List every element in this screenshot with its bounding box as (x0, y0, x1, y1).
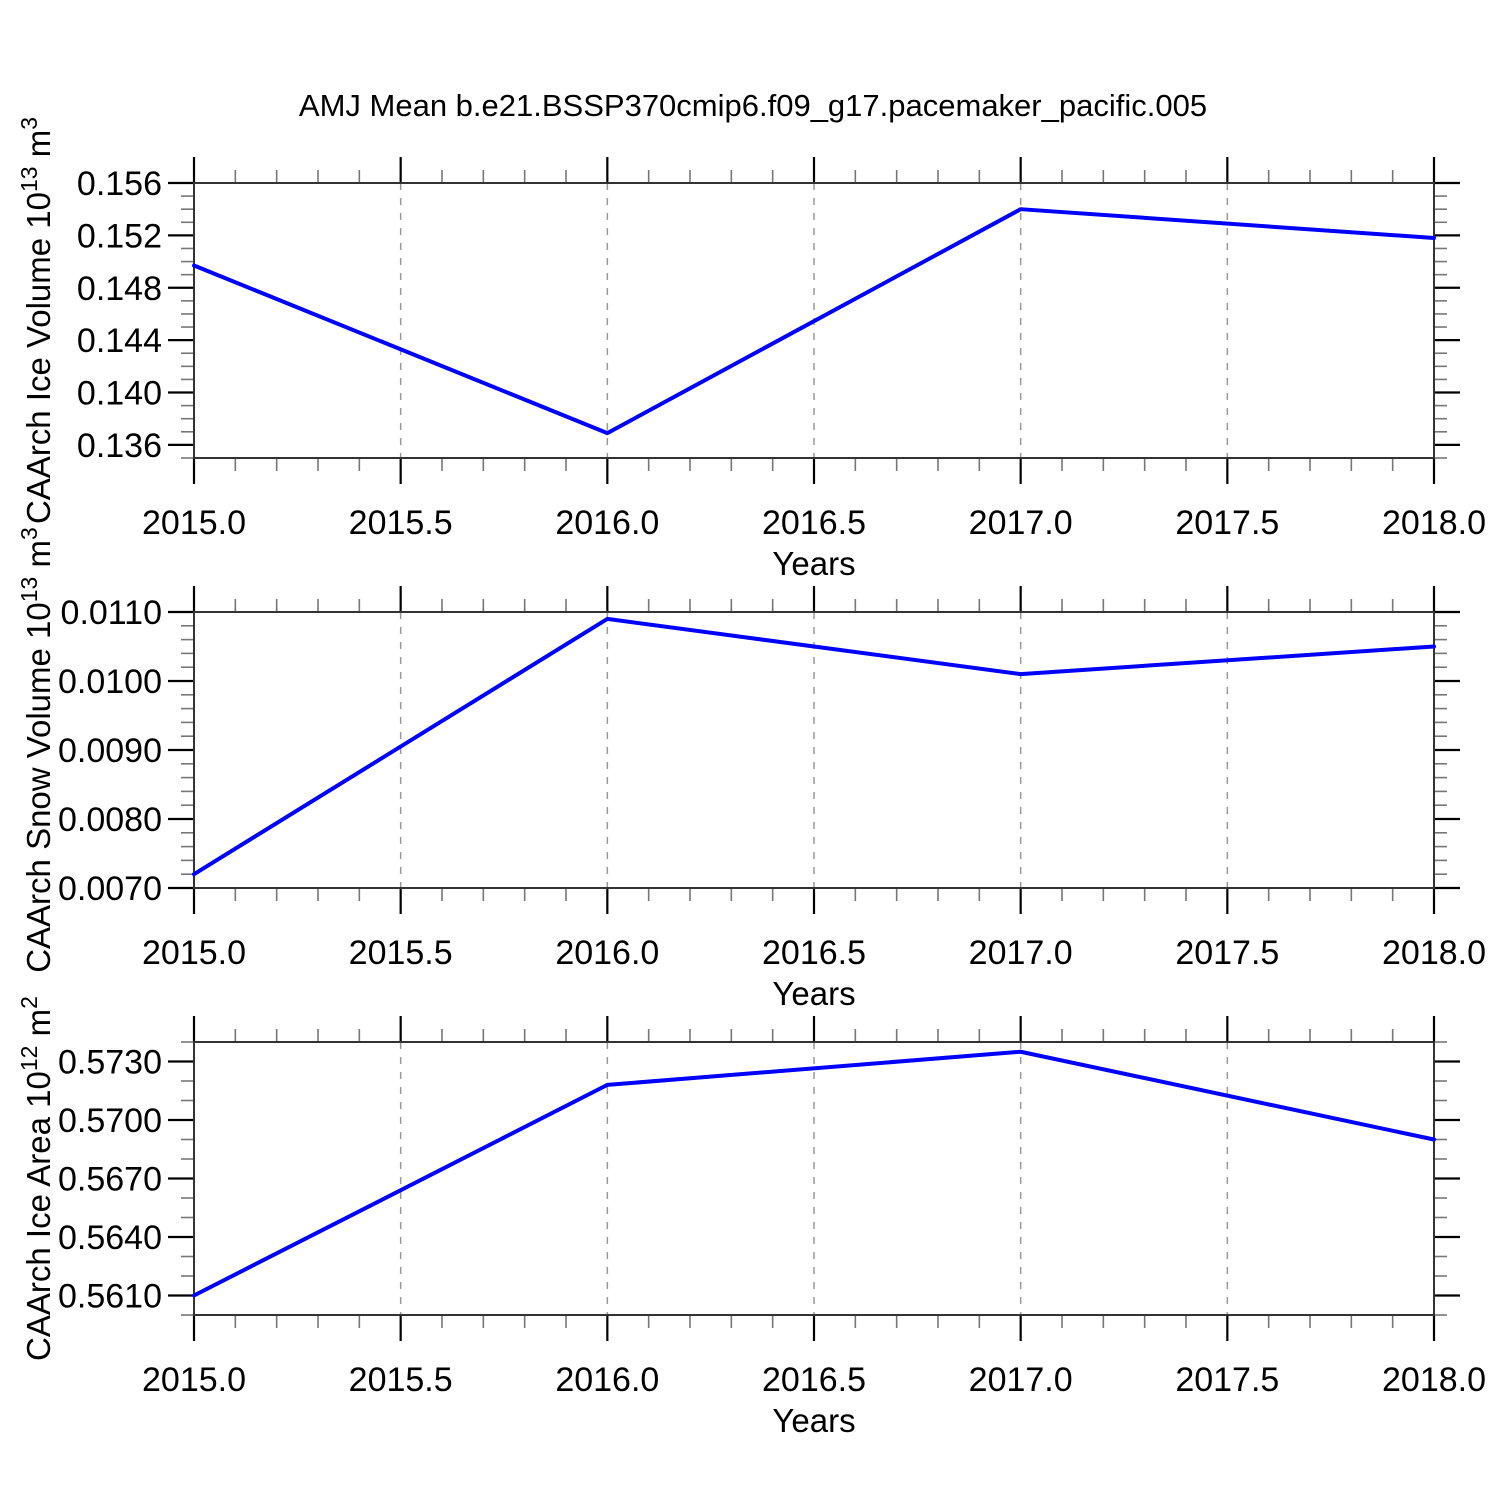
panel-1-x-tick-label: 2018.0 (1382, 504, 1486, 542)
panel-1-x-tick-label: 2017.5 (1175, 504, 1279, 542)
panel-1-y-tick-label: 0.152 (77, 217, 162, 255)
panel-2-y-tick-label: 0.0080 (58, 801, 162, 839)
panel-3-x-tick-label: 2015.0 (142, 1361, 246, 1399)
panel-2-x-tick-label: 2016.0 (555, 934, 659, 972)
panel-1-x-tick-label: 2015.0 (142, 504, 246, 542)
panel-3-x-axis-title: Years (772, 1402, 855, 1439)
panel-2-y-tick-label: 0.0110 (61, 594, 162, 632)
panel-3-x-tick-label: 2015.5 (349, 1361, 453, 1399)
panel-1-x-tick-label: 2016.0 (555, 504, 659, 542)
panel-3-x-tick-label: 2016.5 (762, 1361, 866, 1399)
panel-2-box (193, 611, 1435, 889)
panel-3-y-tick-label: 0.5670 (58, 1161, 162, 1199)
panel-1-x-tick-label: 2016.5 (762, 504, 866, 542)
panel-1-y-tick-label: 0.136 (77, 427, 162, 465)
panel-3-y-tick-label: 0.5610 (58, 1278, 162, 1316)
panel-2-x-tick-label: 2015.0 (142, 934, 246, 972)
panel-2-data-line (192, 616, 1436, 877)
panel-2-x-axis-title: Years (772, 975, 855, 1012)
panel-1-x-tick-label: 2017.0 (969, 504, 1073, 542)
panel-2-y-axis-title: CAArch Snow Volume 1013​ m3​ (16, 527, 57, 973)
panel-3-x-tick-label: 2016.0 (555, 1361, 659, 1399)
panel-3-y-tick-label: 0.5640 (58, 1219, 162, 1257)
chart-title: AMJ Mean b.e21.BSSP370cmip6.f09_g17.pace… (298, 88, 1208, 123)
panel-1-box (193, 182, 1435, 459)
panel-2-y-tick-label: 0.0100 (58, 663, 162, 701)
panel-2-y-tick-label: 0.0070 (58, 870, 162, 908)
panel-2-x-tick-label: 2017.5 (1175, 934, 1279, 972)
panel-3-box (193, 1041, 1435, 1316)
panel-2-x-tick-label: 2017.0 (969, 934, 1073, 972)
panel-2-y-tick-label: 0.0090 (58, 732, 162, 770)
panel-1-y-tick-label: 0.156 (77, 165, 162, 203)
panel-1-y-axis-title: CAArch Ice Volume 1013​ m3​ (16, 117, 57, 524)
panel-2-x-tick-label: 2016.5 (762, 934, 866, 972)
panel-1-y-tick-label: 0.140 (77, 375, 162, 413)
panel-3-x-tick-label: 2018.0 (1382, 1361, 1486, 1399)
panel-3-y-axis-title: CAArch Ice Area 1012​ m2​ (16, 996, 57, 1361)
panel-1-x-axis-title: Years (772, 545, 855, 582)
panel-3-x-tick-label: 2017.0 (969, 1361, 1073, 1399)
panel-1-data-line (192, 207, 1436, 436)
panel-3-x-tick-label: 2017.5 (1175, 1361, 1279, 1399)
panel-2-x-tick-label: 2015.5 (349, 934, 453, 972)
panel-3-data-line (192, 1049, 1436, 1298)
panel-1-y-tick-label: 0.148 (77, 270, 162, 308)
panel-1-x-tick-label: 2015.5 (349, 504, 453, 542)
panel-1-y-tick-label: 0.144 (77, 322, 162, 360)
panel-3-y-tick-label: 0.5700 (58, 1102, 162, 1140)
panel-3-y-tick-label: 0.5730 (58, 1044, 162, 1082)
panel-2-x-tick-label: 2018.0 (1382, 934, 1486, 972)
